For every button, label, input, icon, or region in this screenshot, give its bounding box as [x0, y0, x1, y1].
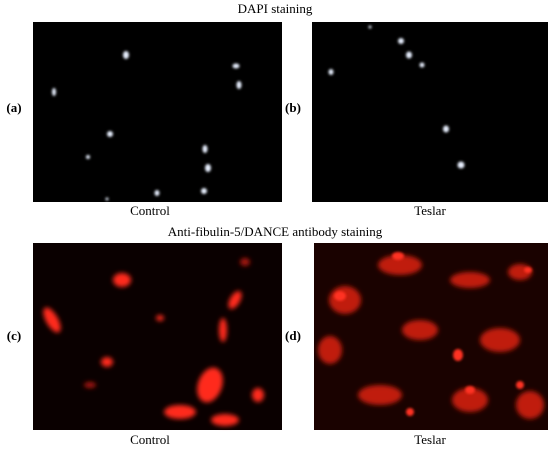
panel-label: (a)	[6, 100, 21, 115]
panel-caption: Control	[130, 432, 170, 447]
top-title: DAPI staining	[238, 1, 313, 16]
bottom-title: Anti-fibulin-5/DANCE antibody staining	[168, 224, 383, 239]
panel-caption: Control	[130, 203, 170, 218]
panel-label: (c)	[7, 328, 21, 343]
panel-caption: Teslar	[414, 432, 446, 447]
panel-c-image	[33, 243, 282, 430]
panel-a-image	[33, 22, 282, 202]
panel-label: (b)	[285, 100, 301, 115]
panel-d-image	[314, 243, 548, 430]
panel-b-image	[312, 22, 548, 202]
panel-label: (d)	[285, 328, 301, 343]
panel-caption: Teslar	[414, 203, 446, 218]
